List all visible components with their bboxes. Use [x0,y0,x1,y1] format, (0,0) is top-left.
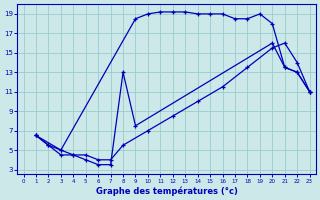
X-axis label: Graphe des températures (°c): Graphe des températures (°c) [96,186,237,196]
